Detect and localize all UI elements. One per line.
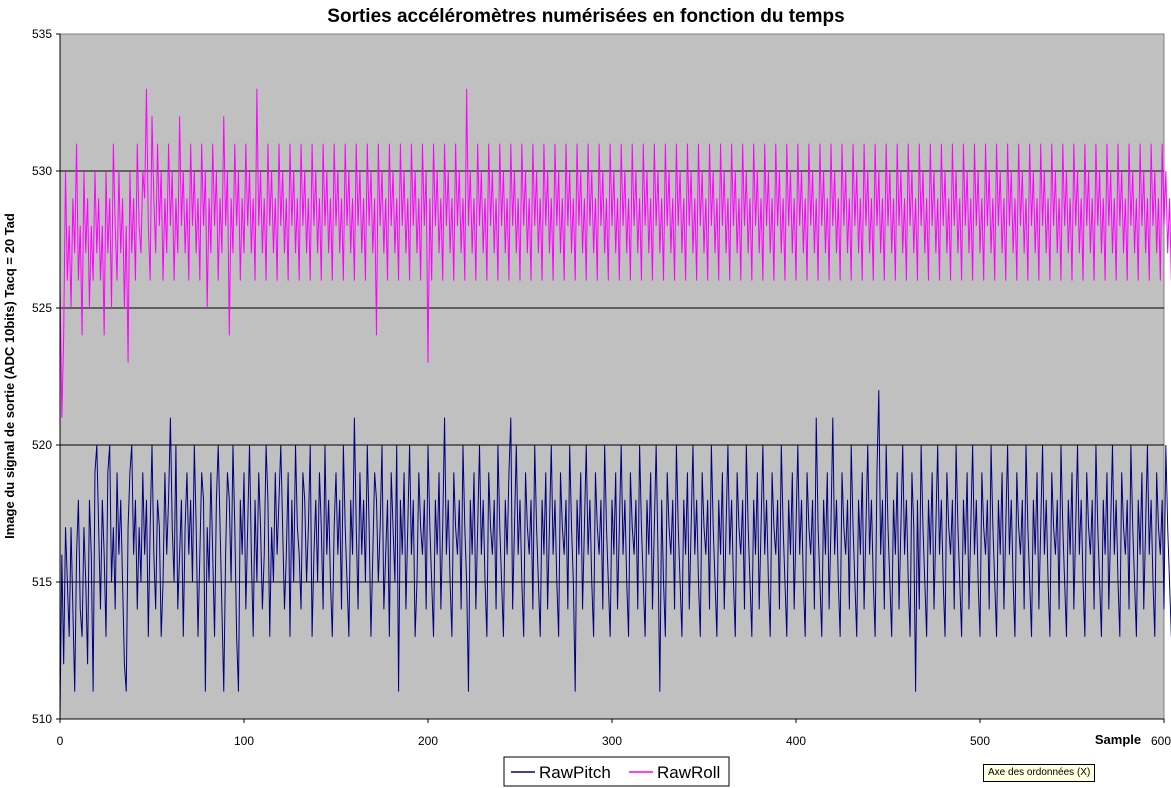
y-tick-label: 525 xyxy=(32,301,52,315)
axis-tooltip: Axe des ordonnées (X) xyxy=(983,764,1096,782)
x-tick-label: 200 xyxy=(418,734,438,748)
series-line-rawpitch[interactable] xyxy=(59,390,1171,720)
series-group xyxy=(59,88,1171,720)
y-tick-labels: 510 515 520 525 530 535 xyxy=(32,27,60,726)
y-tick-label: 520 xyxy=(32,438,52,452)
grid-lines xyxy=(60,170,1164,583)
y-axis-title: Image du signal de sortie (ADC 10bits) T… xyxy=(2,213,17,539)
x-tick-label: 100 xyxy=(234,734,254,748)
x-tick-labels: 0 100 200 300 400 500 600 xyxy=(57,719,1171,748)
x-tick-label: 500 xyxy=(970,734,990,748)
y-tick-label: 515 xyxy=(32,575,52,589)
chart-title: Sorties accéléromètres numérisées en fon… xyxy=(327,6,844,27)
series-line-rawroll[interactable] xyxy=(59,88,1171,418)
y-tick-label: 510 xyxy=(32,712,52,726)
x-tick-label: 0 xyxy=(57,734,64,748)
plot-area[interactable] xyxy=(59,33,1165,720)
y-tick-label: 530 xyxy=(32,164,52,178)
legend-label-rawroll: RawRoll xyxy=(657,763,720,782)
x-tick-label: 400 xyxy=(786,734,806,748)
legend-label-rawpitch: RawPitch xyxy=(539,763,611,782)
legend[interactable]: RawPitch RawRoll xyxy=(503,756,730,787)
x-tick-label: 600 xyxy=(1151,734,1171,748)
y-tick-label: 535 xyxy=(32,27,52,41)
x-tick-label: 300 xyxy=(602,734,622,748)
x-axis-title: Sample xyxy=(1095,732,1141,747)
legend-box xyxy=(503,756,730,787)
